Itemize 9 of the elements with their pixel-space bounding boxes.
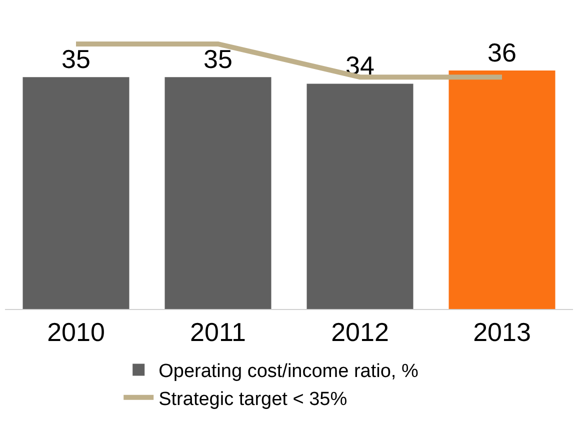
data-label: 35 (62, 44, 90, 74)
x-tick-label: 2011 (190, 317, 246, 348)
data-label: 36 (488, 37, 516, 68)
x-tick-label: 2013 (473, 317, 531, 348)
legend-label: Strategic target < 35% (158, 388, 348, 410)
x-tick-label: 2012 (331, 317, 389, 348)
x-tick-label: 2010 (47, 317, 105, 348)
data-label: 35 (204, 44, 232, 74)
legend-label: Operating cost/income ratio, % (158, 361, 418, 382)
